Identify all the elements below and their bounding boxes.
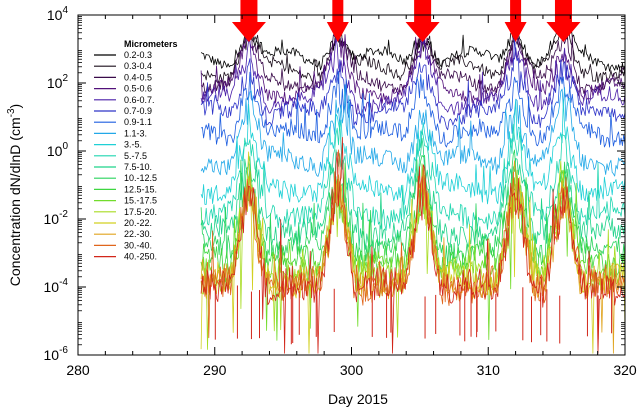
series-line-0-9-1-1 [200,70,626,148]
x-tick-label: 310 [477,362,501,378]
x-tick-label: 280 [66,362,90,378]
legend-title: Micrometers [124,39,178,49]
legend-entry: 0.9-1.1 [124,117,152,127]
x-tick-label: 300 [340,362,364,378]
y-tick-label: 10-4 [44,277,69,295]
y-axis-label-main: Concentration dN/dlnD (cm [7,117,23,286]
legend-entry: 20.-22. [124,218,152,228]
series-line-0-3-0-4 [200,19,626,84]
legend-entry: 12.5-15. [124,184,157,194]
legend: Micrometers0.2-0.30.3-0.40.4-0.50.5-0.60… [94,39,178,262]
series-line-3-5- [200,100,626,206]
data-layer [200,16,626,354]
legend-entry: 30.-40. [124,240,152,250]
legend-entry: 0.7-0.9 [124,106,152,116]
legend-entry: 0.4-0.5 [124,72,152,82]
series-line-1-1-3- [200,84,626,177]
legend-entry: 3.-5. [124,140,142,150]
event-arrow-icon [326,0,349,42]
y-tick-label: 100 [47,141,69,159]
x-tick-label: 320 [613,362,637,378]
legend-entry: 22.-30. [124,229,152,239]
x-axis-label: Day 2015 [328,391,388,407]
series-line-40-250- [200,136,626,354]
event-arrow-icon [405,0,440,42]
event-arrow-icon [504,0,527,42]
event-arrow-icon [546,0,581,42]
legend-entry: 0.6-0.7. [124,95,155,105]
legend-entry: 0.2-0.3 [124,50,152,60]
legend-entry: 10.-12.5 [124,173,157,183]
event-arrows [231,0,581,42]
event-arrow-icon [231,0,266,42]
legend-entry: 0.3-0.4 [124,61,152,71]
y-axis-label-exponent: -3 [6,108,17,117]
y-tick-label: 102 [47,73,69,91]
x-tick-label: 290 [203,362,227,378]
y-axis-label: Concentration dN/dlnD (cm-3) [6,104,23,286]
legend-entry: 0.5-0.6 [124,84,152,94]
y-tick-label: 10-2 [44,209,69,227]
y-tick-label: 10-6 [44,345,69,363]
series-line-0-4-0-5 [200,16,626,95]
legend-entry: 17.5-20. [124,207,157,217]
series-line-5-7-5 [200,121,626,231]
series-line-0-5-0-6 [200,29,626,105]
y-tick-label: 104 [47,5,69,23]
legend-entry: 7.5-10. [124,162,152,172]
series-line-10-12-5 [200,149,626,268]
series-line-0-2-0-3 [200,16,626,73]
legend-entry: 40.-250. [124,252,157,262]
legend-entry: 15.-17.5 [124,196,157,206]
axes: 280 290 300 310 320 10-6 10-4 10-2 100 102 104 [44,5,637,378]
y-axis-label-close: ) [7,104,23,109]
legend-entry: 5.-7.5 [124,151,147,161]
legend-entry: 1.1-3. [124,128,147,138]
